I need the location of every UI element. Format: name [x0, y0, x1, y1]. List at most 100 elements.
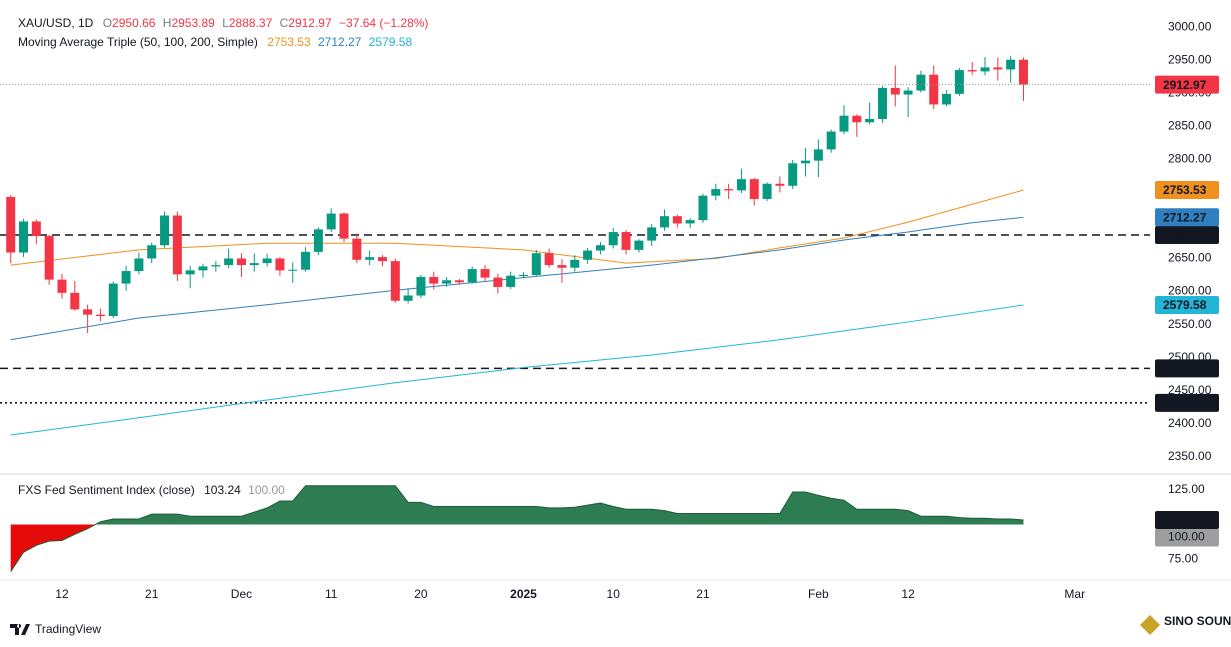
- ma-value: 2712.27: [318, 35, 362, 49]
- o-letter: O: [103, 16, 112, 30]
- candle-body: [172, 215, 182, 275]
- c-letter: C: [280, 16, 289, 30]
- candle-body: [724, 189, 734, 191]
- candle-body: [493, 277, 503, 287]
- ma-title: Moving Average Triple (50, 100, 200, Sim…: [18, 35, 258, 49]
- candle-body: [365, 257, 375, 260]
- axis-layer: 2350.002400.002450.002500.002550.002600.…: [55, 19, 1219, 601]
- candle-body: [967, 70, 977, 72]
- area-below: [10, 524, 96, 572]
- x-tick-label: 10: [607, 587, 621, 601]
- footer-logo: TradingView: [10, 622, 101, 636]
- candle-body: [865, 118, 875, 123]
- x-tick-label: 2025: [510, 587, 537, 601]
- candle-body: [980, 67, 990, 72]
- ma-line: [10, 304, 1024, 436]
- c-value: 2912.97: [288, 16, 332, 30]
- candle-body: [403, 295, 413, 301]
- candle-body: [570, 259, 580, 268]
- candle-body: [890, 87, 900, 95]
- candle-body: [249, 263, 259, 266]
- plot-area: [0, 56, 1150, 572]
- candle-body: [685, 220, 695, 224]
- candle-body: [736, 179, 746, 191]
- candle-body: [262, 258, 272, 264]
- price-tag: [1155, 208, 1219, 227]
- candle-body: [442, 280, 452, 284]
- candle-body: [929, 74, 939, 105]
- candle-body: [211, 265, 221, 267]
- candle-body: [339, 213, 349, 239]
- x-tick-label: 11: [325, 587, 338, 601]
- x-tick-label: 12: [55, 587, 69, 601]
- candle-body: [762, 183, 772, 199]
- ma-value: 2579.58: [369, 35, 413, 49]
- y-tick-label: 125.00: [1168, 482, 1205, 496]
- candle-body: [160, 215, 170, 246]
- candle-body: [993, 67, 1003, 70]
- y-tick-label: 2400.00: [1168, 416, 1212, 430]
- area-above: [10, 485, 1024, 525]
- ma-line: [10, 189, 1024, 266]
- watermark: SINO SOUND: [1140, 614, 1231, 635]
- candle-body: [544, 253, 554, 266]
- candle-body: [698, 195, 708, 221]
- x-tick-label: 20: [414, 587, 428, 601]
- candle-body: [454, 280, 464, 283]
- baseline-tag-label: 100.00: [1168, 530, 1205, 544]
- candle-body: [1006, 59, 1016, 70]
- price-tag: [1155, 359, 1219, 378]
- ma-line: [10, 216, 1024, 341]
- price-tag-label: 2753.53: [1163, 183, 1207, 197]
- candle-body: [313, 229, 323, 252]
- candle-body: [224, 258, 234, 266]
- candle-body: [954, 70, 964, 94]
- candle-body: [147, 245, 157, 259]
- candle-body: [301, 251, 311, 270]
- watermark-icon: [1140, 615, 1160, 635]
- indicator-title: FXS Fed Sentiment Index (close): [18, 483, 195, 497]
- y-tick-label: 2950.00: [1168, 52, 1212, 66]
- candle-body: [916, 74, 926, 91]
- indicator-tag: [1155, 511, 1219, 530]
- candle-body: [826, 131, 836, 150]
- candle-body: [185, 270, 195, 275]
- candle-body: [531, 253, 541, 276]
- x-tick-label: 21: [696, 587, 710, 601]
- price-tag-label: 2431.61: [1163, 396, 1207, 410]
- candle-body: [634, 240, 644, 250]
- baseline-tag: [1155, 528, 1219, 547]
- candle-body: [352, 238, 362, 260]
- candle-body: [852, 115, 862, 123]
- candle-body: [19, 221, 29, 253]
- x-tick-label: Dec: [231, 587, 252, 601]
- candle-body: [595, 245, 605, 251]
- y-tick-label: 2850.00: [1168, 118, 1212, 132]
- candle-body: [288, 269, 298, 271]
- candle-body: [390, 261, 400, 301]
- candle-body: [198, 266, 208, 271]
- price-tag-label: 2579.58: [1163, 298, 1207, 312]
- candle-body: [903, 90, 913, 95]
- candle-body: [788, 163, 798, 186]
- x-tick-label: 21: [145, 587, 159, 601]
- candle-body: [1018, 59, 1028, 85]
- candle-body: [647, 227, 657, 241]
- main-pane: [0, 56, 1150, 436]
- candle-body: [749, 179, 759, 199]
- price-tag: [1155, 296, 1219, 315]
- candle-body: [813, 149, 823, 161]
- candle-body: [775, 183, 785, 186]
- ma-value: 2753.53: [267, 35, 311, 49]
- price-tag: [1155, 226, 1219, 245]
- l-letter: L: [222, 16, 229, 30]
- x-tick-label: 12: [901, 587, 915, 601]
- candle-body: [44, 236, 54, 280]
- y-tick-label: 2600.00: [1168, 284, 1212, 298]
- change: −37.64 (−1.28%): [339, 16, 428, 30]
- candle-body: [95, 314, 105, 316]
- candle-body: [672, 216, 682, 224]
- indicator-pane: [10, 485, 1024, 572]
